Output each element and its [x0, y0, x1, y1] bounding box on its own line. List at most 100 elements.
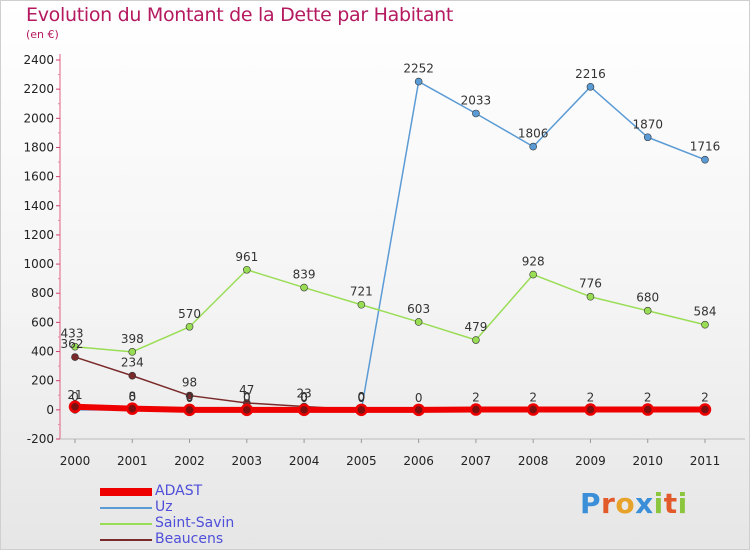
data-point-saint-savin — [300, 283, 308, 292]
logo-letter: o — [615, 487, 636, 520]
x-tick-label: 2002 — [174, 454, 205, 468]
data-point-saint-savin — [357, 300, 366, 309]
data-label-saint-savin: 398 — [121, 332, 144, 346]
legend-item-uz: Uz — [100, 499, 360, 516]
x-tick-label: 2007 — [461, 454, 492, 468]
data-label-beaucens: 23 — [296, 386, 311, 400]
y-tick-label: -200 — [27, 432, 54, 446]
data-label-uz: 1870 — [632, 117, 663, 131]
series-line-beaucens — [74, 356, 363, 411]
data-point-adast — [584, 403, 597, 416]
data-point-adast — [183, 403, 196, 417]
x-tick-label: 2010 — [632, 454, 663, 468]
data-label-uz: 0 — [71, 390, 79, 404]
x-tick-label: 2003 — [232, 454, 263, 468]
data-label-uz: 2252 — [403, 62, 434, 76]
data-label-saint-savin: 721 — [350, 285, 373, 299]
series-line-uz — [74, 80, 706, 411]
legend-label-saint-savin: Saint-Savin — [155, 515, 235, 531]
data-point-saint-savin — [243, 265, 251, 274]
legend-label-beaucens: Beaucens — [155, 531, 224, 547]
legend-swatch-beaucens — [100, 539, 152, 541]
data-label-saint-savin: 433 — [61, 327, 84, 341]
series-line-saint-savin — [74, 269, 706, 353]
chart-unit: (en €) — [26, 28, 59, 41]
data-label-beaucens: 47 — [239, 383, 254, 397]
data-label-adast: 2 — [472, 391, 480, 405]
data-point-adast — [68, 400, 82, 414]
legend-swatch-adast — [100, 488, 152, 496]
data-label-adast: 2 — [644, 391, 652, 405]
y-tick-label: 2000 — [23, 111, 54, 125]
y-tick-label: 2200 — [23, 82, 54, 96]
legend-label-adast: ADAST — [155, 483, 203, 499]
data-point-adast — [641, 403, 654, 416]
data-label-uz: 1806 — [518, 127, 549, 141]
data-label-saint-savin: 570 — [178, 307, 201, 321]
legend-item-adast: ADAST — [100, 483, 360, 500]
y-tick-label: 200 — [31, 374, 54, 388]
data-label-adast: 0 — [358, 391, 366, 405]
x-tick-label: 2009 — [575, 454, 606, 468]
x-tick-label: 2001 — [117, 454, 148, 468]
data-label-saint-savin: 839 — [293, 268, 316, 282]
data-label-adast: 0 — [415, 391, 423, 405]
x-tick-label: 2004 — [289, 454, 320, 468]
data-label-saint-savin: 680 — [636, 291, 659, 305]
data-point-saint-savin — [586, 292, 595, 301]
data-label-adast: 21 — [67, 388, 82, 402]
legend-label-uz: Uz — [155, 499, 173, 515]
data-point-beaucens — [71, 353, 79, 361]
data-point-saint-savin — [185, 322, 194, 331]
logo-letter: i — [653, 487, 664, 520]
legend-swatch-uz — [100, 507, 152, 509]
logo-letter: i — [677, 487, 688, 520]
data-label-saint-savin: 776 — [579, 277, 602, 291]
logo-letter: x — [635, 487, 654, 520]
y-tick-label: 1600 — [23, 170, 54, 184]
x-tick-label: 2006 — [403, 454, 434, 468]
data-point-saint-savin — [71, 342, 79, 351]
y-tick-label: 400 — [31, 345, 54, 359]
data-point-adast — [412, 403, 425, 417]
series-line-adast — [72, 403, 708, 413]
data-point-uz — [586, 83, 595, 91]
data-label-beaucens: 0 — [358, 390, 366, 404]
data-point-beaucens — [185, 391, 194, 400]
data-point-saint-savin — [701, 320, 709, 329]
data-label-uz: 2033 — [461, 93, 492, 107]
x-tick-label: 2008 — [518, 454, 549, 468]
data-label-uz: 0 — [128, 390, 136, 404]
logo-letter: t — [663, 487, 678, 520]
y-tick-label: 1400 — [23, 199, 54, 213]
data-label-uz: 0 — [300, 390, 308, 404]
data-label-adast: 0 — [186, 391, 194, 405]
data-point-adast — [240, 403, 254, 417]
legend-item-saint-savin: Saint-Savin — [100, 515, 360, 532]
data-label-uz: 0 — [243, 390, 251, 404]
y-tick-label: 800 — [31, 286, 54, 300]
data-point-uz — [529, 142, 537, 151]
x-tick-label: 2000 — [60, 454, 91, 468]
data-label-adast: 2 — [529, 391, 537, 405]
data-point-beaucens — [128, 371, 137, 380]
data-point-uz — [472, 109, 480, 118]
data-label-saint-savin: 584 — [694, 305, 717, 319]
chart-title: Evolution du Montant de la Dette par Hab… — [26, 4, 454, 26]
proxiti-logo: Proxiti — [580, 487, 688, 520]
data-point-uz — [643, 133, 652, 142]
y-tick-label: 1200 — [23, 228, 54, 242]
data-label-adast: 2 — [701, 391, 709, 405]
data-label-uz: 2216 — [575, 67, 606, 81]
data-label-beaucens: 362 — [61, 337, 84, 351]
data-label-adast: 8 — [128, 390, 136, 404]
data-label-saint-savin: 603 — [407, 302, 430, 316]
data-point-saint-savin — [529, 270, 537, 279]
data-label-saint-savin: 961 — [235, 250, 258, 264]
legend-item-beaucens: Beaucens — [100, 531, 360, 548]
x-tick-label: 2005 — [346, 454, 377, 468]
logo-letter: r — [601, 487, 616, 520]
data-point-saint-savin — [414, 318, 423, 326]
data-point-adast — [126, 402, 139, 415]
